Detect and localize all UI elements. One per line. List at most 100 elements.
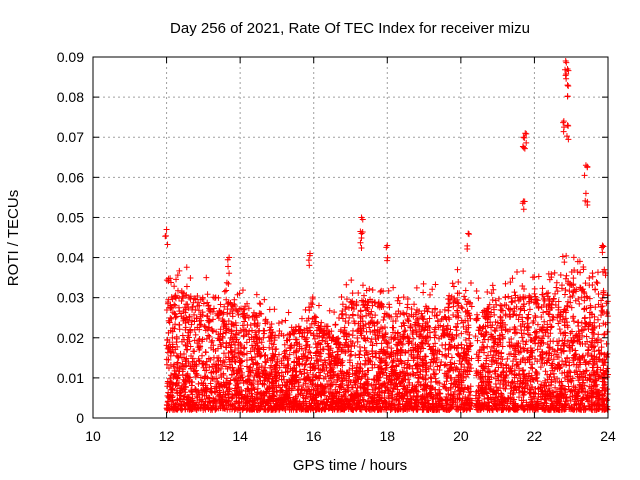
data-point <box>361 334 368 341</box>
data-point <box>603 340 610 347</box>
data-point <box>204 299 211 306</box>
data-point <box>559 370 566 377</box>
data-point <box>456 357 463 364</box>
data-point <box>397 357 404 364</box>
data-point <box>210 294 217 301</box>
data-point <box>426 315 433 322</box>
data-point <box>517 377 524 384</box>
data-point <box>276 364 283 371</box>
data-point <box>394 313 401 320</box>
data-point <box>401 328 408 335</box>
data-points <box>162 58 611 413</box>
data-point <box>268 321 275 328</box>
data-point <box>222 363 229 370</box>
data-point <box>183 283 190 290</box>
data-point <box>210 354 217 361</box>
data-point <box>591 348 598 355</box>
data-point <box>555 354 562 361</box>
data-point <box>457 361 464 368</box>
data-point <box>538 326 545 333</box>
data-point <box>298 371 305 378</box>
data-point <box>191 326 198 333</box>
data-point <box>187 343 194 350</box>
data-point <box>499 343 506 350</box>
data-point <box>439 351 446 358</box>
data-point <box>546 345 553 352</box>
data-point <box>561 259 568 266</box>
data-point <box>581 315 588 322</box>
data-point <box>174 353 181 360</box>
data-point <box>591 313 598 320</box>
data-point <box>357 308 364 315</box>
data-point <box>571 267 578 274</box>
data-point <box>534 300 541 307</box>
data-point <box>604 350 611 357</box>
data-point <box>282 382 289 389</box>
data-point <box>454 307 461 314</box>
data-point <box>396 395 403 402</box>
data-point <box>463 342 470 349</box>
data-point <box>319 334 326 341</box>
data-point <box>345 319 352 326</box>
data-point <box>311 335 318 342</box>
data-point <box>264 355 271 362</box>
data-point <box>594 280 601 287</box>
data-point <box>187 275 194 282</box>
data-point <box>498 361 505 368</box>
data-point <box>453 331 460 338</box>
data-point <box>336 389 343 396</box>
data-point <box>311 320 318 327</box>
data-point <box>513 303 520 310</box>
data-point <box>179 332 186 339</box>
data-point <box>285 309 292 316</box>
data-point <box>227 335 234 342</box>
data-point <box>253 291 260 298</box>
data-point <box>365 367 372 374</box>
data-point <box>235 311 242 318</box>
data-point <box>534 378 541 385</box>
data-point <box>273 359 280 366</box>
data-point <box>582 361 589 368</box>
data-point <box>402 349 409 356</box>
data-point <box>286 351 293 358</box>
data-point <box>237 362 244 369</box>
data-point <box>456 290 463 297</box>
data-point <box>309 371 316 378</box>
data-point <box>509 378 516 385</box>
data-point <box>553 284 560 291</box>
data-point <box>547 330 554 337</box>
data-point <box>178 338 185 345</box>
data-point <box>386 301 393 308</box>
data-point <box>392 396 399 403</box>
data-point <box>583 320 590 327</box>
data-point <box>562 358 569 365</box>
data-point <box>164 300 171 307</box>
data-point <box>467 280 474 287</box>
data-point <box>566 362 573 369</box>
data-point <box>468 365 475 372</box>
data-point <box>246 328 253 335</box>
data-point <box>320 375 327 382</box>
data-point <box>583 367 590 374</box>
data-point <box>581 297 588 304</box>
data-point <box>399 341 406 348</box>
data-point <box>203 367 210 374</box>
data-point <box>583 293 590 300</box>
data-point <box>594 364 601 371</box>
data-point <box>493 301 500 308</box>
data-point <box>328 328 335 335</box>
data-point <box>363 307 370 314</box>
data-point <box>586 309 593 316</box>
data-point <box>248 387 255 394</box>
data-point <box>489 296 496 303</box>
data-point <box>473 287 480 294</box>
data-point <box>392 317 399 324</box>
data-point <box>167 352 174 359</box>
data-point <box>243 357 250 364</box>
data-point <box>179 295 186 302</box>
data-point <box>491 327 498 334</box>
data-point <box>306 344 313 351</box>
data-point <box>172 321 179 328</box>
data-point <box>495 341 502 348</box>
data-point <box>318 406 325 413</box>
